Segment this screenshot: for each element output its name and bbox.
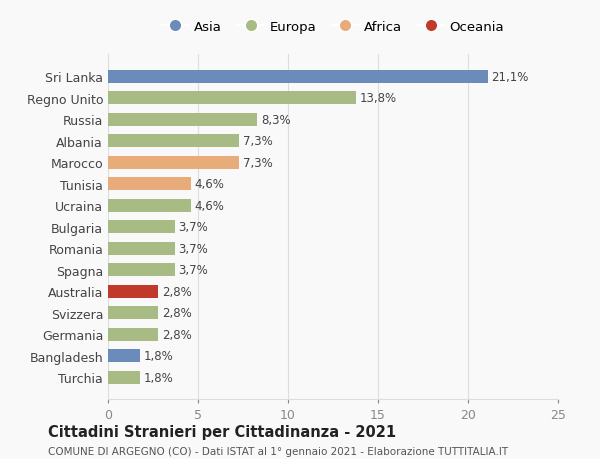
Bar [108, 307, 158, 319]
Text: 2,8%: 2,8% [162, 307, 192, 319]
Text: 3,7%: 3,7% [178, 221, 208, 234]
Bar [108, 221, 175, 234]
Bar [108, 285, 158, 298]
Text: 4,6%: 4,6% [194, 178, 224, 191]
Legend: Asia, Europa, Africa, Oceania: Asia, Europa, Africa, Oceania [158, 17, 508, 38]
Text: 13,8%: 13,8% [360, 92, 397, 105]
Text: 7,3%: 7,3% [243, 157, 273, 169]
Bar [108, 371, 140, 384]
Bar [108, 178, 191, 191]
Bar [108, 328, 158, 341]
Text: Cittadini Stranieri per Cittadinanza - 2021: Cittadini Stranieri per Cittadinanza - 2… [48, 424, 396, 439]
Text: 3,7%: 3,7% [178, 263, 208, 277]
Text: 1,8%: 1,8% [144, 349, 174, 362]
Text: 7,3%: 7,3% [243, 135, 273, 148]
Text: 2,8%: 2,8% [162, 328, 192, 341]
Bar [108, 242, 175, 255]
Bar [108, 157, 239, 169]
Bar [108, 263, 175, 276]
Bar [108, 349, 140, 362]
Text: 4,6%: 4,6% [194, 199, 224, 212]
Bar [108, 135, 239, 148]
Bar [108, 199, 191, 212]
Text: 8,3%: 8,3% [261, 113, 290, 127]
Text: 21,1%: 21,1% [491, 71, 529, 84]
Text: 3,7%: 3,7% [178, 242, 208, 255]
Bar [108, 113, 257, 127]
Text: 1,8%: 1,8% [144, 371, 174, 384]
Bar [108, 92, 356, 105]
Text: 2,8%: 2,8% [162, 285, 192, 298]
Bar [108, 71, 488, 84]
Text: COMUNE DI ARGEGNO (CO) - Dati ISTAT al 1° gennaio 2021 - Elaborazione TUTTITALIA: COMUNE DI ARGEGNO (CO) - Dati ISTAT al 1… [48, 447, 508, 456]
